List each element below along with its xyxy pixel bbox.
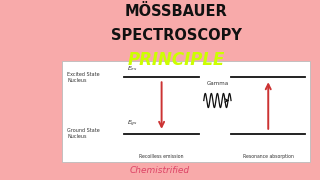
Text: Recoilless emission: Recoilless emission (139, 154, 184, 159)
Text: Excited State
Nucleus: Excited State Nucleus (68, 72, 100, 83)
Text: $E_{gs}$: $E_{gs}$ (127, 119, 138, 129)
Text: $E_{es}$: $E_{es}$ (127, 64, 138, 73)
Text: SPECTROSCOPY: SPECTROSCOPY (111, 28, 241, 43)
Text: MÖSSBAUER: MÖSSBAUER (124, 4, 228, 19)
Text: Gamma: Gamma (206, 81, 228, 86)
Text: Chemistrified: Chemistrified (130, 166, 190, 175)
Text: Resonance absorption: Resonance absorption (243, 154, 294, 159)
Text: Ground State
Nucleus: Ground State Nucleus (68, 128, 100, 139)
FancyBboxPatch shape (62, 61, 310, 162)
Text: PRINCIPLE: PRINCIPLE (127, 51, 225, 69)
